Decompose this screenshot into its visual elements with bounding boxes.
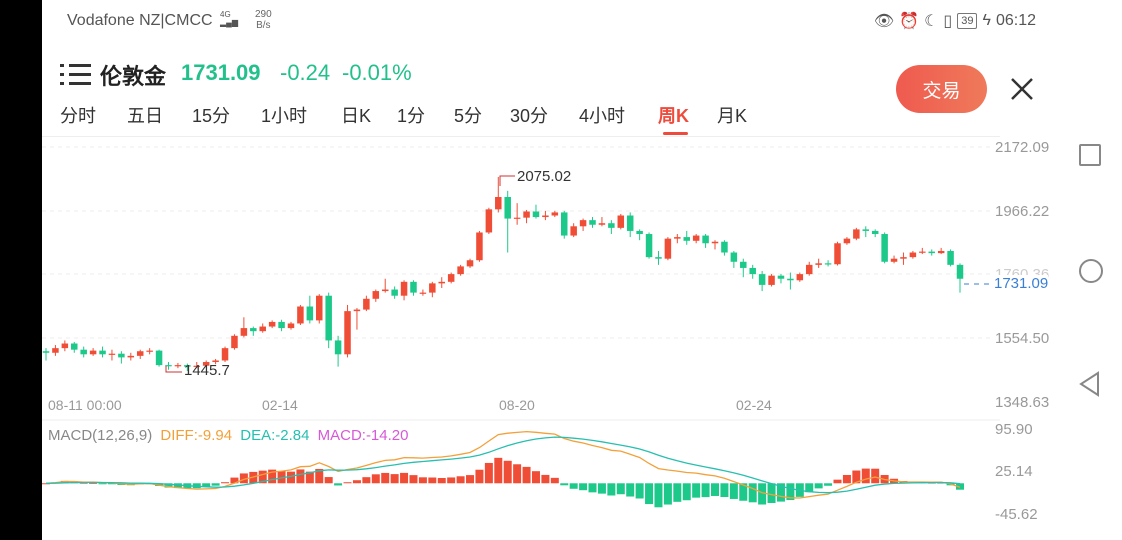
macd-value: MACD:-14.20 [317,427,409,444]
max-price-label: 2075.02 [517,168,572,185]
diff-value: DIFF:-9.94 [160,427,233,444]
home-icon[interactable] [1078,258,1104,284]
macd-axis-tick: -45.62 [995,506,1038,523]
tab-3[interactable]: 1小时 [261,106,308,126]
network-speed: 290 B/s [255,9,272,31]
price-change-percent: -0.01% [342,60,412,85]
date-tick: 08-20 [499,397,535,413]
status-icons: 👁 ⏰ ☾ ▯ 39 ϟ 06:12 [874,11,1036,31]
price-axis-tick: 1966.22 [995,203,1050,220]
carrier-name: Vodafone NZ|CMCC [67,12,213,29]
tab-0[interactable]: 分时 [60,106,96,126]
vibrate-icon: ▯ [943,13,953,30]
charging-icon: ϟ [982,12,991,29]
macd-name: MACD(12,26,9) [48,427,153,444]
date-tick: 02-14 [262,397,298,413]
battery-icon: 39 [957,13,978,29]
current-price: 1731.09 [181,60,261,85]
date-tick: 08-11 00:00 [48,397,122,413]
macd-axis-tick: 25.14 [995,463,1033,480]
price-change: -0.24 [280,60,331,85]
tab-4[interactable]: 日K [341,106,372,126]
app-screen: Vodafone NZ|CMCC 4G ▂▄▆ 290 B/s 👁 ⏰ ☾ ▯ 3… [42,0,1122,540]
dea-value: DEA:-2.84 [240,427,310,444]
divider [42,136,1000,137]
clock-time: 06:12 [995,12,1036,29]
status-bar: Vodafone NZ|CMCC 4G ▂▄▆ 290 B/s 👁 ⏰ ☾ ▯ 3… [42,0,1122,42]
tab-8[interactable]: 4小时 [579,106,626,126]
tab-7[interactable]: 30分 [510,106,549,126]
back-icon[interactable] [1078,371,1102,397]
macd-legend: MACD(12,26,9) DIFF:-9.94 DEA:-2.84 MACD:… [48,427,412,444]
active-tab-indicator [663,132,688,135]
tab-2[interactable]: 15分 [192,106,231,126]
eye-icon: 👁 [873,13,895,30]
tab-10[interactable]: 月K [717,106,748,126]
price-axis-tick: 1348.63 [995,394,1050,411]
price-axis-tick: 1554.50 [995,330,1050,347]
menu-list-icon[interactable] [60,61,92,89]
tab-6[interactable]: 5分 [454,106,483,126]
period-tabs: 分时 五日 15分 1小时 日K 1分 5分 30分 4小时 周K 月K [42,100,1042,136]
min-price-label: 1445.7 [184,362,230,379]
tab-5[interactable]: 1分 [397,106,426,126]
instrument-title: 伦敦金 [100,64,167,89]
price-axis-tick: 2172.09 [995,139,1050,156]
trade-button[interactable]: 交易 [896,65,987,113]
signal-icon: 4G ▂▄▆ [220,10,238,27]
recent-apps-icon[interactable] [1078,143,1102,167]
tab-9[interactable]: 周K [658,106,689,126]
close-icon[interactable] [1006,73,1038,105]
macd-axis-tick: 95.90 [995,421,1033,438]
last-price-tag: 1731.09 [992,275,1049,292]
tab-1[interactable]: 五日 [127,106,163,126]
kline-chart[interactable] [42,0,1042,540]
alarm-icon: ⏰ [899,13,920,30]
moon-icon: ☾ [924,13,939,30]
date-tick: 02-24 [736,397,772,413]
